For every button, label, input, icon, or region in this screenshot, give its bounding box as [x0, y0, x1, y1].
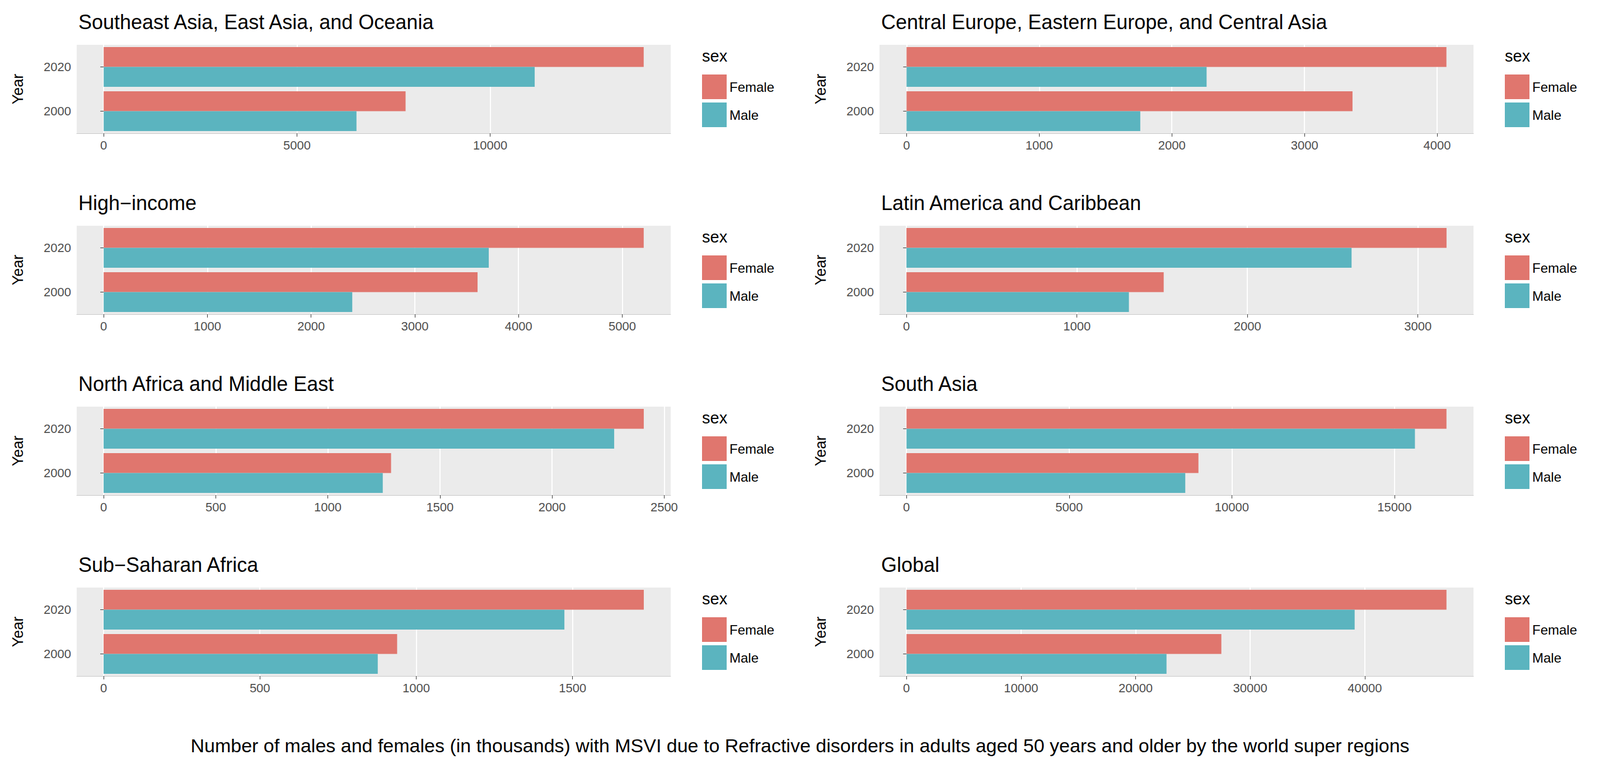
svg-text:Global: Global [881, 553, 940, 577]
svg-text:2000: 2000 [43, 646, 72, 661]
svg-text:Male: Male [729, 469, 759, 485]
svg-text:Year: Year [812, 616, 830, 648]
svg-text:2500: 2500 [650, 499, 678, 514]
svg-text:1000: 1000 [1025, 138, 1054, 153]
svg-text:2000: 2000 [1233, 319, 1262, 334]
svg-text:5000: 5000 [608, 319, 636, 334]
svg-text:5000: 5000 [1055, 499, 1083, 514]
svg-text:3000: 3000 [400, 319, 429, 334]
svg-text:Female: Female [729, 441, 775, 457]
svg-text:Year: Year [812, 435, 830, 467]
svg-text:High−income: High−income [78, 191, 197, 215]
svg-text:Female: Female [1532, 79, 1578, 95]
svg-text:1000: 1000 [1063, 319, 1091, 334]
svg-text:Number of males and females (i: Number of males and females (in thousand… [190, 734, 1410, 756]
svg-text:40000: 40000 [1347, 680, 1382, 695]
svg-text:0: 0 [100, 499, 107, 514]
svg-text:sex: sex [1504, 227, 1531, 246]
svg-text:Female: Female [729, 79, 775, 95]
svg-text:500: 500 [205, 499, 227, 514]
svg-text:Year: Year [9, 73, 27, 105]
svg-text:4000: 4000 [1423, 138, 1452, 153]
svg-text:sex: sex [702, 589, 728, 608]
svg-text:2020: 2020 [846, 240, 874, 255]
svg-text:South Asia: South Asia [881, 372, 979, 396]
svg-text:2020: 2020 [846, 421, 874, 436]
svg-text:2000: 2000 [846, 646, 874, 661]
svg-text:0: 0 [100, 138, 107, 153]
svg-text:2000: 2000 [43, 104, 72, 119]
svg-text:Female: Female [1532, 621, 1578, 638]
svg-text:2000: 2000 [297, 319, 325, 334]
svg-text:Female: Female [1532, 441, 1578, 457]
svg-text:1000: 1000 [314, 499, 342, 514]
svg-text:0: 0 [903, 138, 910, 153]
svg-text:20000: 20000 [1118, 680, 1153, 695]
svg-text:1500: 1500 [558, 680, 587, 695]
svg-text:Year: Year [9, 435, 27, 467]
svg-text:2020: 2020 [43, 421, 72, 436]
svg-text:sex: sex [702, 408, 728, 427]
svg-text:0: 0 [903, 319, 910, 334]
svg-text:Southeast Asia, East Asia, and: Southeast Asia, East Asia, and Oceania [78, 10, 434, 34]
svg-text:Latin America and Caribbean: Latin America and Caribbean [881, 191, 1141, 215]
svg-text:sex: sex [702, 227, 728, 246]
svg-text:2000: 2000 [846, 104, 874, 119]
svg-text:0: 0 [100, 319, 107, 334]
svg-text:sex: sex [1504, 589, 1531, 608]
svg-text:2020: 2020 [43, 240, 72, 255]
svg-text:Male: Male [1532, 107, 1562, 123]
svg-text:Year: Year [9, 616, 27, 648]
svg-text:2000: 2000 [43, 465, 72, 480]
svg-text:0: 0 [100, 680, 107, 695]
svg-text:Male: Male [1532, 288, 1562, 304]
svg-text:10000: 10000 [1214, 499, 1249, 514]
svg-text:3000: 3000 [1290, 138, 1319, 153]
svg-text:sex: sex [702, 47, 728, 65]
svg-text:Male: Male [1532, 469, 1562, 485]
svg-text:15000: 15000 [1377, 499, 1412, 514]
svg-text:sex: sex [1504, 47, 1531, 65]
svg-text:0: 0 [903, 499, 910, 514]
svg-text:4000: 4000 [504, 319, 533, 334]
svg-text:1000: 1000 [402, 680, 430, 695]
svg-text:Year: Year [812, 254, 830, 286]
svg-text:Female: Female [1532, 260, 1578, 276]
svg-text:10000: 10000 [473, 138, 508, 153]
svg-text:Male: Male [1532, 649, 1562, 666]
svg-text:2000: 2000 [846, 465, 874, 480]
svg-text:Sub−Saharan Africa: Sub−Saharan Africa [78, 553, 259, 577]
svg-text:3000: 3000 [1404, 319, 1432, 334]
svg-text:Year: Year [9, 254, 27, 286]
svg-text:0: 0 [903, 680, 910, 695]
svg-text:Female: Female [729, 260, 775, 276]
svg-text:1000: 1000 [193, 319, 222, 334]
svg-text:2020: 2020 [846, 602, 874, 617]
svg-text:500: 500 [249, 680, 271, 695]
svg-text:2000: 2000 [43, 284, 72, 299]
svg-text:Central Europe, Eastern Europe: Central Europe, Eastern Europe, and Cent… [881, 10, 1328, 34]
svg-text:sex: sex [1504, 408, 1531, 427]
svg-text:2000: 2000 [846, 284, 874, 299]
svg-text:2020: 2020 [43, 59, 72, 74]
svg-text:Female: Female [729, 621, 775, 638]
svg-text:2000: 2000 [538, 499, 566, 514]
svg-text:2020: 2020 [43, 602, 72, 617]
svg-text:2020: 2020 [846, 59, 874, 74]
svg-text:Male: Male [729, 107, 759, 123]
svg-text:2000: 2000 [1158, 138, 1186, 153]
svg-text:Year: Year [812, 73, 830, 105]
svg-text:Male: Male [729, 649, 759, 666]
svg-text:North Africa and Middle East: North Africa and Middle East [78, 372, 334, 396]
svg-text:Male: Male [729, 288, 759, 304]
svg-text:30000: 30000 [1233, 680, 1268, 695]
svg-text:10000: 10000 [1003, 680, 1038, 695]
svg-text:5000: 5000 [283, 138, 311, 153]
svg-text:1500: 1500 [426, 499, 454, 514]
